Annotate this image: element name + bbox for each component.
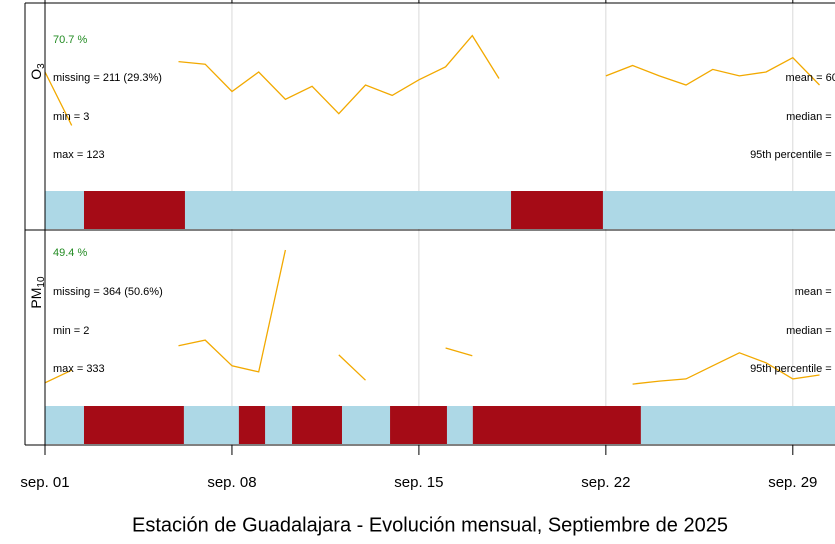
stat-left: max = 123 — [53, 149, 105, 161]
stat-left: max = 333 — [53, 363, 105, 375]
data-line — [44, 249, 820, 385]
stat-right: mean = 60.7 — [786, 72, 835, 84]
x-tick-label: sep. 08 — [207, 474, 256, 491]
data-line — [44, 34, 820, 126]
percent-label: 70.7 % — [53, 34, 87, 46]
missing-block — [83, 191, 185, 229]
x-tick-label: sep. 22 — [581, 474, 630, 491]
missing-block — [511, 191, 603, 229]
x-tick-label: sep. 15 — [394, 474, 443, 491]
panel-label-sub: 3 — [36, 63, 47, 69]
missing-block — [238, 406, 266, 444]
x-tick-label: sep. 29 — [768, 474, 817, 491]
stat-right: median = 13 — [786, 325, 835, 337]
x-tick-label: sep. 01 — [20, 474, 69, 491]
stat-right: 95th percentile = 29 — [750, 363, 835, 375]
panel-label: PM10 — [28, 276, 47, 309]
missing-block — [83, 406, 184, 444]
panel-label-name: PM — [28, 288, 44, 309]
missing-block — [292, 406, 342, 444]
stat-left: min = 2 — [53, 325, 89, 337]
panel-label-name: O — [28, 69, 44, 80]
chart-title: Estación de Guadalajara - Evolución mens… — [132, 514, 728, 536]
stat-right: 95th percentile = 97 — [750, 149, 835, 161]
stat-left: missing = 211 (29.3%) — [53, 72, 162, 84]
stat-right: median = 62 — [786, 111, 835, 123]
stat-left: missing = 364 (50.6%) — [53, 286, 163, 298]
panel-label: O3 — [28, 63, 47, 80]
panel-label-sub: 10 — [36, 276, 47, 288]
stat-right: mean = 15 — [795, 286, 835, 298]
percent-label: 49.4 % — [53, 247, 87, 259]
missing-block — [472, 406, 641, 444]
stat-left: min = 3 — [53, 111, 89, 123]
missing-block — [390, 406, 447, 444]
